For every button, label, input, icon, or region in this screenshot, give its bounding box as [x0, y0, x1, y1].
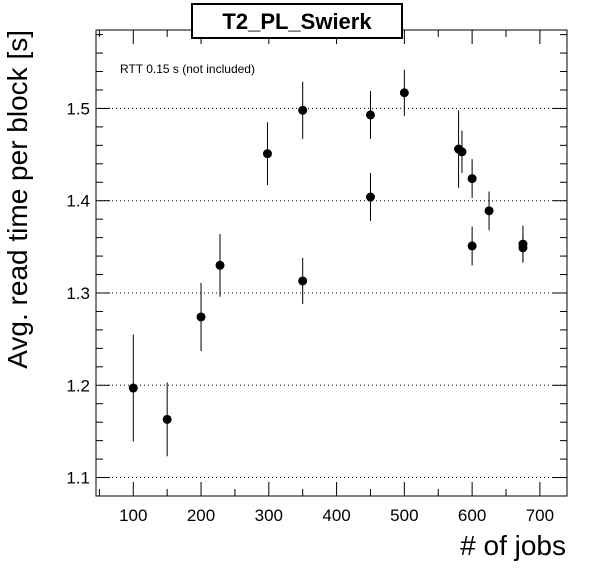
data-point — [298, 257, 308, 305]
x-tick-label: 500 — [390, 506, 418, 525]
data-points — [128, 69, 528, 457]
data-marker — [298, 105, 308, 115]
y-tick-label: 1.1 — [66, 469, 90, 488]
data-marker — [484, 206, 494, 216]
data-marker — [262, 149, 272, 159]
plot-frame — [95, 29, 568, 497]
data-marker — [399, 88, 409, 98]
data-marker — [365, 192, 375, 202]
x-axis: 100 200 300 400 500 600 700 — [98, 30, 554, 525]
data-marker — [365, 110, 375, 120]
y-axis: 1.1 1.2 1.3 1.4 1.5 — [66, 34, 567, 497]
data-point — [467, 226, 477, 266]
chart-title: T2_PL_Swierk — [222, 9, 372, 34]
y-axis-title: Avg. read time per block [s] — [2, 30, 33, 369]
data-marker — [467, 241, 477, 251]
x-tick-label: 700 — [526, 506, 554, 525]
y-tick-label: 1.5 — [66, 99, 90, 118]
y-tick-label: 1.2 — [66, 376, 90, 395]
data-point — [518, 233, 528, 263]
data-marker — [518, 243, 528, 253]
data-marker — [457, 147, 467, 157]
y-tick-label: 1.4 — [66, 192, 90, 211]
x-tick-label: 300 — [255, 506, 283, 525]
rtt-annotation: RTT 0.15 s (not included) — [120, 62, 255, 76]
data-point — [128, 334, 138, 442]
y-tick-label: 1.3 — [66, 284, 90, 303]
x-tick-label: 100 — [119, 506, 147, 525]
grid-lines — [96, 107, 567, 479]
chart-title-box — [191, 3, 403, 39]
data-point — [365, 90, 375, 139]
data-point — [262, 122, 272, 186]
data-point — [484, 191, 494, 231]
x-tick-label: 200 — [187, 506, 215, 525]
data-point — [298, 81, 308, 139]
data-marker — [298, 276, 308, 286]
data-marker — [128, 383, 138, 393]
data-point — [365, 173, 375, 222]
data-marker — [215, 260, 225, 270]
data-marker — [467, 174, 477, 184]
data-marker — [196, 312, 206, 322]
data-marker — [162, 414, 172, 424]
x-axis-title: # of jobs — [460, 530, 566, 561]
data-point — [457, 130, 467, 174]
data-point — [467, 159, 477, 198]
data-point — [215, 233, 225, 297]
data-point — [196, 282, 206, 352]
x-tick-label: 600 — [458, 506, 486, 525]
data-point — [162, 382, 172, 457]
data-point — [399, 69, 409, 116]
x-tick-label: 400 — [322, 506, 350, 525]
